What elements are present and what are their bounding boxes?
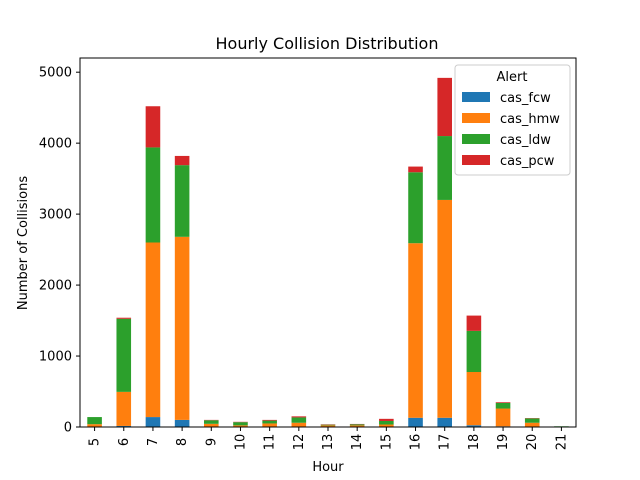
y-tick-label: 1000 [39,350,72,365]
bar-cas_pcw-hour-8 [174,155,190,166]
legend-swatch-cas_ldw [462,134,490,144]
chart-title: Hourly Collision Distribution [216,34,439,53]
y-axis-ticks: 0 1000 2000 3000 4000 5000 [39,66,80,436]
x-axis-label: Hour [312,460,344,475]
bar-cas_fcw-hour-16 [408,417,423,427]
legend-label-cas_ldw: cas_ldw [500,133,551,148]
bar-cas_ldw-hour-15 [379,420,394,425]
bar-cas_hmw-hour-14 [349,425,365,427]
bar-cas_pcw-hour-17 [437,77,452,137]
bar-cas_hmw-hour-8 [174,236,190,420]
bar-cas_ldw-hour-5 [87,417,102,425]
x-tick-label: 21 [554,434,569,451]
x-tick-label: 11 [263,434,278,451]
bar-cas_hmw-hour-12 [291,422,307,427]
legend-label-cas_fcw: cas_fcw [500,91,551,106]
bar-cas_ldw-hour-13 [320,424,336,426]
y-tick-label: 5000 [39,66,72,81]
bar-cas_hmw-hour-18 [466,372,482,426]
bar-cas_hmw-hour-7 [145,242,161,418]
bar-cas_hmw-hour-20 [524,422,540,427]
x-axis-ticks: 5 6 7 8 9 10 11 12 13 14 15 16 17 18 19 20 21 [88,427,569,451]
bar-cas_hmw-hour-5 [87,424,102,427]
legend-swatch-cas_hmw [462,113,490,123]
bar-cas_pcw-hour-12 [291,416,307,418]
bar-cas_pcw-hour-19 [495,402,511,403]
x-tick-label: 8 [175,438,190,446]
bar-cas_ldw-hour-7 [145,147,161,243]
legend-title: Alert [497,70,528,85]
x-tick-label: 20 [525,434,540,451]
bar-cas_pcw-hour-11 [262,419,277,421]
bar-cas_hmw-hour-17 [437,199,452,418]
x-tick-label: 9 [204,438,219,446]
bar-cas_fcw-hour-8 [174,419,190,427]
bar-cas_ldw-hour-20 [524,418,540,423]
bar-cas_hmw-hour-10 [233,425,248,427]
bar-cas_pcw-hour-7 [145,106,161,148]
x-tick-label: 15 [379,434,394,451]
legend: Alert cas_fcw cas_hmw cas_ldw cas_pcw [454,64,571,176]
bar-cas_hmw-hour-16 [408,243,423,418]
bars-layer [87,77,569,427]
bar-cas_ldw-hour-16 [408,172,423,244]
bar-cas_hmw-hour-11 [262,423,277,427]
bar-cas_pcw-hour-15 [379,418,394,421]
x-tick-label: 12 [292,434,307,451]
bar-cas_hmw-hour-13 [320,425,336,427]
legend-swatch-cas_pcw [462,155,490,165]
bar-cas_fcw-hour-17 [437,417,452,427]
bar-cas_ldw-hour-9 [204,420,219,424]
plot-frame [79,57,577,428]
bar-cas_ldw-hour-17 [437,136,452,200]
bar-cas_fcw-hour-18 [466,425,482,427]
y-tick-label: 3000 [39,208,72,223]
bar-cas_hmw-hour-19 [495,408,511,427]
x-tick-label: 10 [233,434,248,451]
bar-cas_hmw-hour-15 [379,424,394,427]
bar-cas_fcw-hour-6 [116,425,132,427]
bar-cas_pcw-hour-16 [408,166,423,173]
x-tick-label: 7 [146,438,161,446]
legend-label-cas_pcw: cas_pcw [500,154,555,169]
x-tick-label: 16 [409,434,424,451]
x-tick-label: 19 [496,434,511,451]
y-tick-label: 4000 [39,137,72,152]
y-tick-label: 2000 [39,279,72,294]
bar-cas_ldw-hour-19 [495,402,511,409]
x-tick-label: 14 [350,434,365,451]
bar-cas_ldw-hour-14 [349,424,365,426]
x-tick-label: 6 [117,438,132,446]
bar-cas_pcw-hour-6 [116,317,132,319]
bar-cas_ldw-hour-18 [466,330,482,373]
bar-cas_ldw-hour-12 [291,417,307,423]
y-tick-label: 0 [64,421,72,436]
bar-cas_fcw-hour-7 [145,417,161,427]
x-tick-label: 18 [467,434,482,451]
legend-label-cas_hmw: cas_hmw [500,112,560,127]
bar-cas_ldw-hour-8 [174,165,190,237]
legend-swatch-cas_fcw [462,92,490,102]
x-tick-label: 13 [321,434,336,451]
bar-cas_ldw-hour-6 [116,318,132,392]
y-axis-label: Number of Collisions [16,176,31,310]
x-tick-label: 17 [438,434,453,451]
bar-cas_ldw-hour-10 [233,422,248,426]
bar-cas_hmw-hour-6 [116,391,132,426]
bar-cas_pcw-hour-18 [466,315,482,331]
bar-cas_ldw-hour-11 [262,420,277,424]
x-tick-label: 5 [88,438,103,446]
bar-cas_hmw-hour-9 [204,423,219,427]
